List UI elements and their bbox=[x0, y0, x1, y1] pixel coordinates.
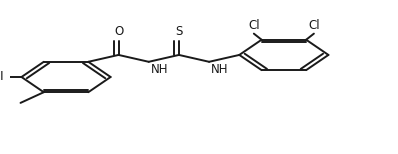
Text: I: I bbox=[0, 71, 3, 83]
Text: Cl: Cl bbox=[308, 19, 320, 32]
Text: S: S bbox=[175, 25, 183, 38]
Text: O: O bbox=[114, 25, 123, 38]
Text: Cl: Cl bbox=[248, 19, 259, 32]
Text: NH: NH bbox=[151, 63, 168, 76]
Text: NH: NH bbox=[211, 63, 228, 76]
